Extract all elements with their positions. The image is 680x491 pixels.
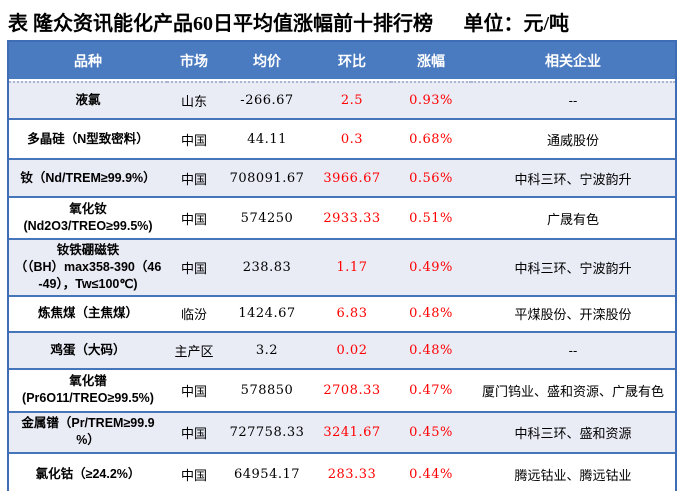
column-header-mom-change: 环比 [313,42,391,81]
table-title: 表 隆众资讯能化产品60日平均值涨幅前十排行榜 [8,13,433,35]
variety-cell: 钕铁硼磁铁 （（BH）max358-390（46 -49），Tw≤100℃) [9,238,167,295]
gain-cell: 0.93% [391,81,471,118]
column-header-gain: 涨幅 [391,42,471,81]
unit-label: 单位：元/吨 [463,13,570,35]
gain-cell: 0.48% [391,330,471,368]
gain-cell: 0.51% [391,196,471,238]
mom-change-cell: 2933.33 [313,196,391,238]
companies-cell: 中科三环、盛和资源 [471,410,675,452]
mom-change-cell: 3241.67 [313,410,391,452]
avg-price-cell: 574250 [221,196,313,238]
table-row: 鸡蛋（大码） 主产区 3.2 0.02 0.48% -- [9,330,675,368]
table-row: 钕铁硼磁铁 （（BH）max358-390（46 -49），Tw≤100℃) 中… [9,238,675,295]
companies-cell: 平煤股份、开滦股份 [471,294,675,331]
gain-cell: 0.47% [391,367,471,411]
avg-price-cell: 708091.67 [221,158,313,196]
variety-cell: 液氯 [9,81,167,118]
mom-change-cell: 2.5 [313,81,391,118]
table-row: 液氯 山东 -266.67 2.5 0.93% -- [9,81,675,118]
avg-price-cell: 727758.33 [221,410,313,452]
gain-cell: 0.45% [391,410,471,452]
table-header-row: 品种 市场 均价 环比 涨幅 相关企业 [9,42,675,81]
market-cell: 临汾 [167,294,221,331]
variety-cell: 多晶硅（N型致密料） [9,118,167,158]
market-cell: 中国 [167,158,221,196]
column-header-market: 市场 [167,42,221,81]
page-title: 表 隆众资讯能化产品60日平均值涨幅前十排行榜 单位：元/吨 [0,0,680,40]
gain-cell: 0.56% [391,158,471,196]
table-row: 多晶硅（N型致密料） 中国 44.11 0.3 0.68% 通威股份 [9,118,675,158]
table-row: 氧化镨 (Pr6O11/TREO≥99.5%) 中国 578850 2708.3… [9,367,675,411]
mom-change-cell: 3966.67 [313,158,391,196]
mom-change-cell: 0.02 [313,330,391,368]
companies-cell: 厦门钨业、盛和资源、广晟有色 [471,367,675,411]
mom-change-cell: 1.17 [313,238,391,295]
variety-cell: 鸡蛋（大码） [9,330,167,368]
gain-cell: 0.49% [391,238,471,295]
companies-cell: 腾远钴业、腾远钴业 [471,451,675,491]
column-header-avg-price: 均价 [221,42,313,81]
table-row: 金属镨（Pr/TREM≥99.9 %） 中国 727758.33 3241.67… [9,410,675,452]
mom-change-cell: 0.3 [313,118,391,158]
market-cell: 中国 [167,367,221,411]
gain-cell: 0.44% [391,451,471,491]
mom-change-cell: 283.33 [313,451,391,491]
variety-cell: 氧化钕 (Nd2O3/TREO≥99.5%) [9,196,167,238]
avg-price-cell: 238.83 [221,238,313,295]
variety-cell: 钕（Nd/TREM≥99.9%） [9,158,167,196]
companies-cell: -- [471,330,675,368]
companies-cell: 通威股份 [471,118,675,158]
table-row: 钕（Nd/TREM≥99.9%） 中国 708091.67 3966.67 0.… [9,158,675,196]
market-cell: 中国 [167,238,221,295]
column-header-variety: 品种 [9,42,167,81]
companies-cell: 广晟有色 [471,196,675,238]
mom-change-cell: 6.83 [313,294,391,331]
avg-price-cell: 64954.17 [221,451,313,491]
avg-price-cell: 578850 [221,367,313,411]
companies-cell: 中科三环、宁波韵升 [471,158,675,196]
variety-cell: 氧化镨 (Pr6O11/TREO≥99.5%) [9,367,167,411]
avg-price-cell: 44.11 [221,118,313,158]
market-cell: 主产区 [167,330,221,368]
avg-price-cell: 3.2 [221,330,313,368]
gain-cell: 0.68% [391,118,471,158]
table-row: 氯化钴（≥24.2%） 中国 64954.17 283.33 0.44% 腾远钴… [9,451,675,491]
mom-change-cell: 2708.33 [313,367,391,411]
table-row: 氧化钕 (Nd2O3/TREO≥99.5%) 中国 574250 2933.33… [9,196,675,238]
market-cell: 中国 [167,410,221,452]
companies-cell: -- [471,81,675,118]
table-row: 炼焦煤（主焦煤） 临汾 1424.67 6.83 0.48% 平煤股份、开滦股份 [9,294,675,331]
column-header-companies: 相关企业 [471,42,675,81]
ranking-table: 品种 市场 均价 环比 涨幅 相关企业 液氯 山东 -266.67 2.5 0.… [7,40,677,491]
market-cell: 中国 [167,118,221,158]
variety-cell: 氯化钴（≥24.2%） [9,451,167,491]
market-cell: 山东 [167,81,221,118]
avg-price-cell: 1424.67 [221,294,313,331]
variety-cell: 炼焦煤（主焦煤） [9,294,167,331]
avg-price-cell: -266.67 [221,81,313,118]
gain-cell: 0.48% [391,294,471,331]
variety-cell: 金属镨（Pr/TREM≥99.9 %） [9,410,167,452]
companies-cell: 中科三环、宁波韵升 [471,238,675,295]
market-cell: 中国 [167,451,221,491]
market-cell: 中国 [167,196,221,238]
